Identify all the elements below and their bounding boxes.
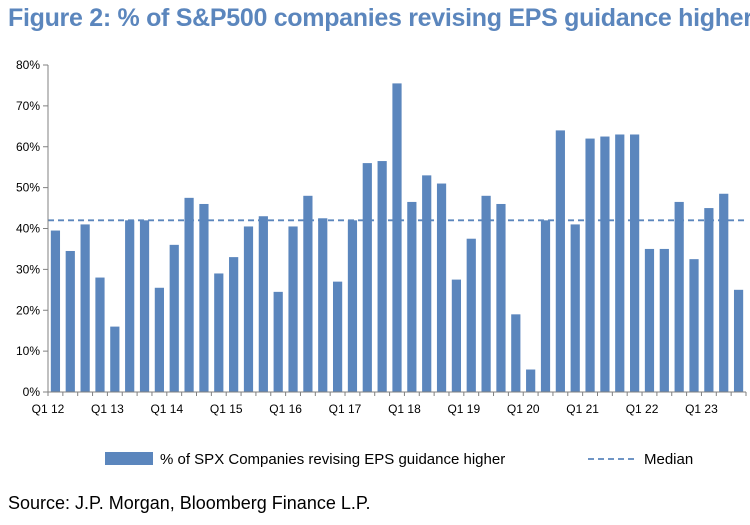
bar [615, 134, 625, 393]
bar [184, 197, 194, 392]
y-tick-label: 0% [23, 385, 41, 399]
bar [258, 216, 268, 392]
x-tick-label: Q1 12 [32, 402, 65, 416]
legend-median-label: Median [644, 451, 693, 468]
bar [496, 203, 506, 392]
x-tick-label: Q1 22 [626, 402, 659, 416]
y-tick-label: 20% [16, 303, 40, 317]
x-tick-label: Q1 17 [329, 402, 362, 416]
x-tick-label: Q1 18 [388, 402, 421, 416]
bar [125, 220, 135, 392]
y-tick-label: 10% [16, 344, 40, 358]
bar [555, 130, 565, 392]
x-tick-label: Q1 15 [210, 402, 243, 416]
legend-bar-swatch [105, 452, 153, 465]
chart-title: Figure 2: % of S&P500 companies revising… [8, 4, 750, 32]
bar [362, 163, 372, 392]
bar [451, 279, 462, 392]
bar [303, 195, 313, 392]
bar [318, 218, 328, 392]
bar-series [50, 83, 744, 393]
bar [422, 175, 432, 392]
bar [733, 289, 744, 392]
bar [466, 238, 476, 392]
chart-area: 0%10%20%30%40%50%60%70%80% Q1 12 Q1 13 Q1 … [16, 58, 747, 468]
bar [704, 208, 714, 392]
bar [540, 220, 551, 392]
bar [169, 244, 179, 392]
y-tick-label: 80% [16, 58, 40, 72]
bar [332, 281, 343, 392]
bar [674, 201, 684, 392]
bar [570, 224, 580, 392]
bar [110, 326, 120, 392]
x-tick-label: Q1 19 [447, 402, 480, 416]
bar [659, 248, 669, 392]
y-tick-label: 70% [16, 99, 40, 113]
x-tick-label: Q1 21 [566, 402, 599, 416]
legend: % of SPX Companies revising EPS guidance… [105, 451, 693, 468]
bar [214, 273, 224, 392]
x-axis-ticks: Q1 12 Q1 13 Q1 14 Q1 15 Q1 16 Q1 17 Q1 18 Q1 19… [32, 392, 747, 416]
bar [719, 193, 729, 392]
bar [526, 369, 536, 392]
bar [154, 287, 164, 392]
x-tick-label: Q1 20 [507, 402, 540, 416]
y-tick-label: 50% [16, 181, 40, 195]
bar [347, 220, 358, 392]
bar [585, 138, 595, 392]
y-tick-label: 30% [16, 262, 40, 276]
source-note: Source: J.P. Morgan, Bloomberg Finance L… [8, 493, 371, 513]
bar [80, 224, 90, 392]
bar [139, 220, 150, 392]
x-tick-label: Q1 14 [150, 402, 183, 416]
bar [377, 161, 387, 392]
bar [630, 134, 640, 393]
bar [644, 248, 655, 392]
bar [689, 259, 699, 392]
y-axis-ticks: 0% 10% 20% 30% 40% 50% 60% 70% 80% [16, 58, 48, 399]
x-tick-label: Q1 13 [91, 402, 124, 416]
y-tick-label: 60% [16, 140, 40, 154]
bar [511, 314, 521, 392]
bar [273, 291, 283, 392]
bar [288, 226, 298, 392]
y-tick-label: 40% [16, 222, 40, 236]
x-tick-label: Q1 23 [685, 402, 718, 416]
bar [50, 230, 61, 392]
bar [229, 257, 239, 392]
bar [392, 83, 402, 393]
bar [407, 201, 417, 392]
bar [199, 203, 209, 392]
bar [436, 183, 447, 392]
bar [600, 136, 610, 392]
legend-bar-label: % of SPX Companies revising EPS guidance… [160, 451, 505, 468]
bar [243, 226, 254, 392]
bar [481, 195, 491, 392]
x-tick-label: Q1 16 [269, 402, 302, 416]
bar [65, 250, 75, 392]
bar [95, 277, 105, 392]
